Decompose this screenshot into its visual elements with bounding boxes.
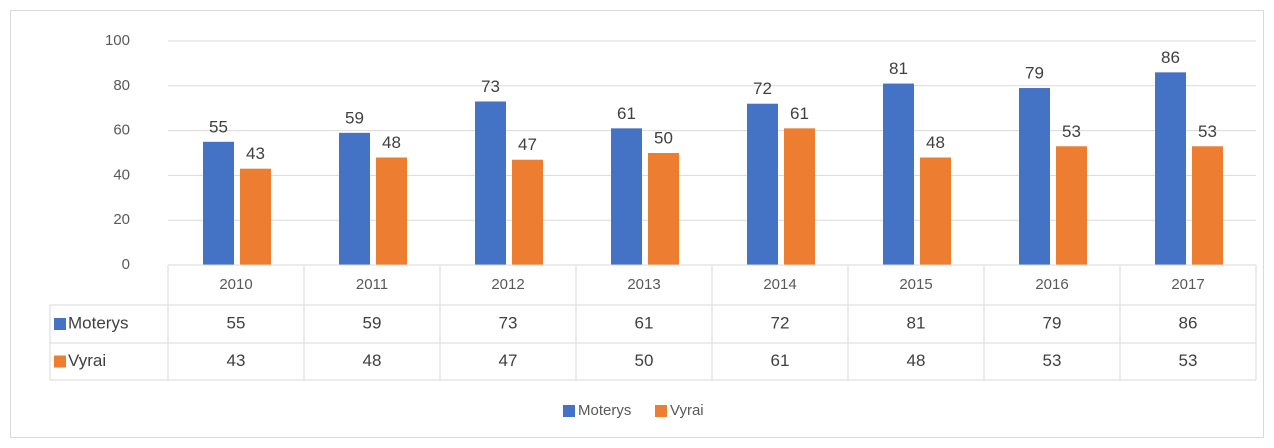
x-tick-label: 2011 <box>356 276 388 293</box>
table-key <box>54 355 66 368</box>
table-value: 86 <box>1179 313 1198 332</box>
x-tick-label: 2016 <box>1035 276 1068 293</box>
x-tick-label: 2015 <box>899 276 932 293</box>
data-label: 61 <box>617 104 636 123</box>
table-value: 48 <box>907 351 926 370</box>
bar <box>784 128 815 265</box>
x-tick-label: 2014 <box>763 276 796 293</box>
x-tick-label: 2012 <box>491 276 524 293</box>
data-label: 55 <box>209 117 228 136</box>
bar <box>611 128 642 265</box>
x-tick-label: 2017 <box>1171 276 1204 293</box>
table-value: 50 <box>635 351 654 370</box>
table-row-label: Moterys <box>68 313 128 332</box>
data-label: 73 <box>481 77 500 96</box>
x-tick-label: 2010 <box>219 276 252 293</box>
data-label: 43 <box>246 144 265 163</box>
data-label: 53 <box>1062 122 1081 141</box>
data-label: 81 <box>889 59 908 78</box>
table-value: 61 <box>635 313 654 332</box>
bar <box>1192 146 1223 265</box>
y-tick-label: 60 <box>113 122 130 139</box>
legend-key <box>563 405 575 417</box>
data-label: 50 <box>654 128 673 147</box>
data-label: 48 <box>382 133 401 152</box>
table-value: 81 <box>907 313 926 332</box>
bar <box>883 83 914 265</box>
bar <box>376 157 407 265</box>
bar <box>512 159 543 265</box>
bar <box>1155 72 1186 265</box>
bar <box>240 168 271 265</box>
table-value: 48 <box>363 351 382 370</box>
bar <box>1019 88 1050 265</box>
table-value: 59 <box>363 313 382 332</box>
data-label: 86 <box>1161 48 1180 67</box>
bar <box>648 153 679 265</box>
legend-label: Vyrai <box>670 402 704 419</box>
legend-key <box>655 405 667 417</box>
y-tick-label: 40 <box>113 166 130 183</box>
table-value: 53 <box>1179 351 1198 370</box>
table-value: 72 <box>771 313 790 332</box>
legend-label: Moterys <box>578 402 631 419</box>
data-label: 72 <box>753 79 772 98</box>
y-tick-label: 0 <box>122 256 130 273</box>
bar <box>203 141 234 265</box>
bar <box>1056 146 1087 265</box>
table-value: 73 <box>499 313 518 332</box>
bar <box>339 132 370 265</box>
table-value: 79 <box>1043 313 1062 332</box>
data-label: 53 <box>1198 122 1217 141</box>
data-label: 79 <box>1025 64 1044 83</box>
bar <box>747 103 778 265</box>
bar <box>920 157 951 265</box>
table-value: 61 <box>771 351 790 370</box>
bar <box>475 101 506 265</box>
table-value: 47 <box>499 351 518 370</box>
y-tick-label: 100 <box>105 32 130 49</box>
table-value: 43 <box>227 351 246 370</box>
y-tick-label: 20 <box>113 211 130 228</box>
data-label: 59 <box>345 108 364 127</box>
data-label: 48 <box>926 133 945 152</box>
data-label: 47 <box>518 135 537 154</box>
data-label: 61 <box>790 104 809 123</box>
x-tick-label: 2013 <box>627 276 660 293</box>
table-key <box>54 318 66 330</box>
y-tick-label: 80 <box>113 77 130 94</box>
table-row-label: Vyrai <box>68 351 106 370</box>
table-value: 53 <box>1043 351 1062 370</box>
table-value: 55 <box>227 313 246 332</box>
